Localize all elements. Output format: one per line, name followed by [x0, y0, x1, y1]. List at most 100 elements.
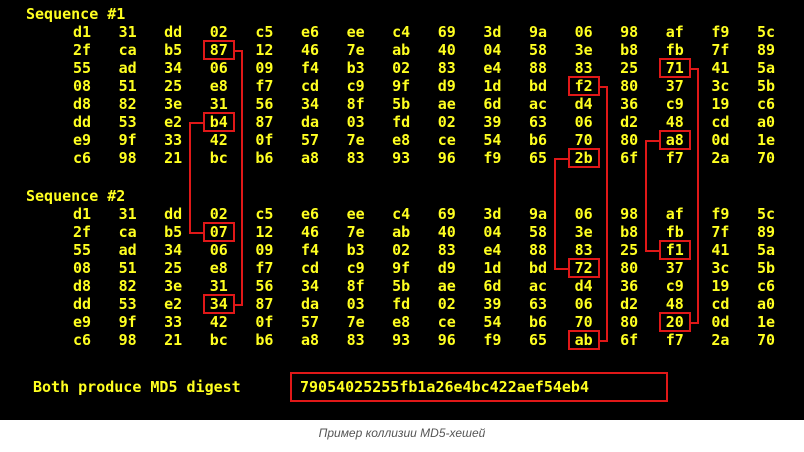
- byte-cell: 89: [756, 223, 776, 241]
- connector-line: [690, 68, 699, 70]
- connector-line: [553, 158, 556, 268]
- byte-cell: f4: [300, 59, 320, 77]
- byte-cell: ad: [118, 241, 137, 259]
- byte-cell: 83: [574, 59, 593, 77]
- byte-cell: 5a: [756, 241, 776, 259]
- byte-cell: b3: [346, 59, 365, 77]
- byte-cell: 1d: [483, 77, 502, 95]
- byte-cell: 63: [528, 295, 548, 313]
- byte-cell: ab: [574, 331, 593, 349]
- highlight-box: [202, 222, 235, 242]
- digest-label: Both produce MD5 digest: [33, 378, 241, 396]
- connector-line: [188, 122, 191, 232]
- byte-cell: 40: [437, 41, 456, 59]
- byte-cell: a8: [300, 331, 320, 349]
- byte-cell: 5b: [392, 277, 411, 295]
- byte-cell: 5a: [756, 59, 776, 77]
- byte-cell: 83: [574, 241, 593, 259]
- byte-cell: 2a: [711, 331, 730, 349]
- byte-cell: d8: [72, 277, 92, 295]
- highlight-box: [567, 258, 600, 278]
- connector-line: [188, 122, 203, 124]
- byte-cell: 08: [72, 259, 92, 277]
- byte-cell: f9: [483, 331, 502, 349]
- byte-cell: ae: [437, 277, 456, 295]
- byte-cell: 34: [209, 295, 228, 313]
- byte-cell: 07: [209, 223, 228, 241]
- byte-cell: 20: [665, 313, 684, 331]
- byte-cell: 25: [620, 59, 639, 77]
- byte-cell: 65: [528, 331, 548, 349]
- byte-cell: 25: [164, 259, 183, 277]
- byte-cell: 53: [118, 113, 137, 131]
- byte-cell: 31: [209, 277, 228, 295]
- byte-cell: 39: [483, 295, 502, 313]
- highlight-box: [658, 312, 691, 332]
- byte-cell: 98: [118, 331, 137, 349]
- byte-cell: 34: [164, 59, 183, 77]
- byte-cell: 19: [711, 277, 730, 295]
- byte-cell: 0f: [255, 313, 274, 331]
- byte-cell: 7e: [346, 131, 365, 149]
- byte-cell: 08: [72, 77, 92, 95]
- byte-cell: 69: [437, 205, 456, 223]
- byte-cell: 80: [620, 313, 639, 331]
- terminal-screen: Sequence #1 d1 31 dd 02 c5 e6 ee c4 69 3d 9a 06 98 af…: [0, 0, 804, 420]
- byte-cell: 9a: [528, 23, 548, 41]
- byte-cell: 46: [300, 41, 320, 59]
- byte-cell: 9f: [118, 131, 137, 149]
- byte-cell: 39: [483, 113, 502, 131]
- byte-cell: 0d: [711, 131, 730, 149]
- byte-cell: 96: [437, 331, 456, 349]
- byte-cell: c9: [665, 95, 684, 113]
- byte-cell: 25: [620, 241, 639, 259]
- byte-cell: 54: [483, 313, 502, 331]
- connector-line: [696, 68, 699, 322]
- byte-cell: 9a: [528, 205, 548, 223]
- byte-cell: 0d: [711, 313, 730, 331]
- byte-cell: fb: [665, 223, 684, 241]
- byte-cell: dd: [164, 23, 183, 41]
- byte-cell: 1e: [756, 131, 776, 149]
- byte-cell: ac: [528, 277, 548, 295]
- byte-cell: c6: [72, 331, 92, 349]
- byte-cell: 7e: [346, 223, 365, 241]
- byte-cell: b4: [209, 113, 228, 131]
- connector-line: [644, 250, 659, 252]
- byte-cell: e4: [483, 59, 502, 77]
- byte-cell: d4: [574, 277, 593, 295]
- byte-cell: 82: [118, 95, 137, 113]
- byte-cell: 03: [346, 295, 365, 313]
- byte-cell: e8: [392, 313, 411, 331]
- byte-cell: 5b: [392, 95, 411, 113]
- byte-cell: e9: [72, 131, 92, 149]
- byte-cell: ad: [118, 59, 137, 77]
- byte-cell: 3e: [574, 223, 593, 241]
- byte-cell: bc: [209, 331, 228, 349]
- image-caption: Пример коллизии MD5-хешей: [318, 426, 486, 440]
- byte-cell: d8: [72, 95, 92, 113]
- byte-cell: 98: [620, 23, 639, 41]
- byte-cell: 87: [209, 41, 228, 59]
- byte-cell: 72: [574, 259, 593, 277]
- byte-cell: 33: [164, 313, 183, 331]
- byte-cell: cd: [300, 259, 320, 277]
- byte-cell: 63: [528, 113, 548, 131]
- byte-cell: da: [300, 295, 320, 313]
- byte-cell: 12: [255, 223, 274, 241]
- byte-cell: 3e: [164, 277, 183, 295]
- highlight-box: [567, 76, 600, 96]
- byte-cell: b6: [528, 131, 548, 149]
- byte-cell: 54: [483, 131, 502, 149]
- byte-cell: da: [300, 113, 320, 131]
- byte-cell: 48: [665, 113, 684, 131]
- byte-cell: 06: [574, 295, 593, 313]
- connector-line: [644, 140, 647, 250]
- connector-line: [240, 50, 243, 304]
- byte-cell: e8: [392, 131, 411, 149]
- byte-cell: 41: [711, 241, 730, 259]
- byte-cell: 31: [209, 95, 228, 113]
- byte-cell: 06: [209, 241, 228, 259]
- byte-cell: 70: [756, 149, 776, 167]
- byte-cell: cd: [711, 295, 730, 313]
